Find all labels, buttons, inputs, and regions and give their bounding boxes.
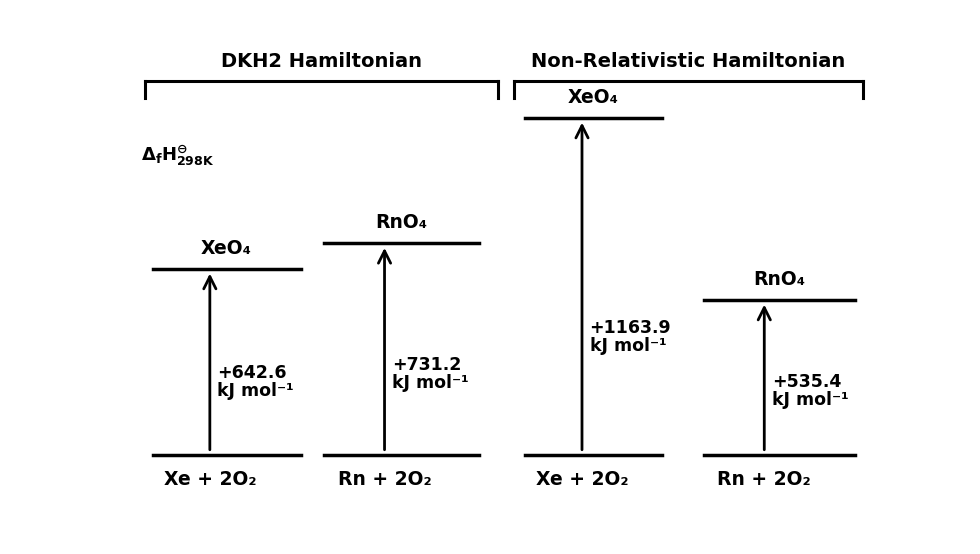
Text: Rn + 2O₂: Rn + 2O₂ <box>338 470 431 489</box>
Text: XeO₄: XeO₄ <box>568 88 618 107</box>
Text: Xe + 2O₂: Xe + 2O₂ <box>164 470 256 489</box>
Text: Rn + 2O₂: Rn + 2O₂ <box>717 470 811 489</box>
Text: +1163.9: +1163.9 <box>590 319 671 336</box>
Text: RnO₄: RnO₄ <box>375 213 427 232</box>
Text: kJ mol⁻¹: kJ mol⁻¹ <box>590 336 666 355</box>
Text: kJ mol⁻¹: kJ mol⁻¹ <box>772 391 849 409</box>
Text: Non-Relativistic Hamiltonian: Non-Relativistic Hamiltonian <box>531 52 846 71</box>
Text: kJ mol⁻¹: kJ mol⁻¹ <box>392 374 468 392</box>
Text: $\mathbf{\Delta_f H^{\ominus}_{298K}}$: $\mathbf{\Delta_f H^{\ominus}_{298K}}$ <box>141 143 215 168</box>
Text: DKH2 Hamiltonian: DKH2 Hamiltonian <box>221 52 422 71</box>
Text: +642.6: +642.6 <box>218 364 287 382</box>
Text: Xe + 2O₂: Xe + 2O₂ <box>536 470 628 489</box>
Text: +535.4: +535.4 <box>772 373 841 391</box>
Text: +731.2: +731.2 <box>392 356 462 374</box>
Text: kJ mol⁻¹: kJ mol⁻¹ <box>218 382 294 400</box>
Text: XeO₄: XeO₄ <box>201 239 252 258</box>
Text: RnO₄: RnO₄ <box>754 270 806 289</box>
